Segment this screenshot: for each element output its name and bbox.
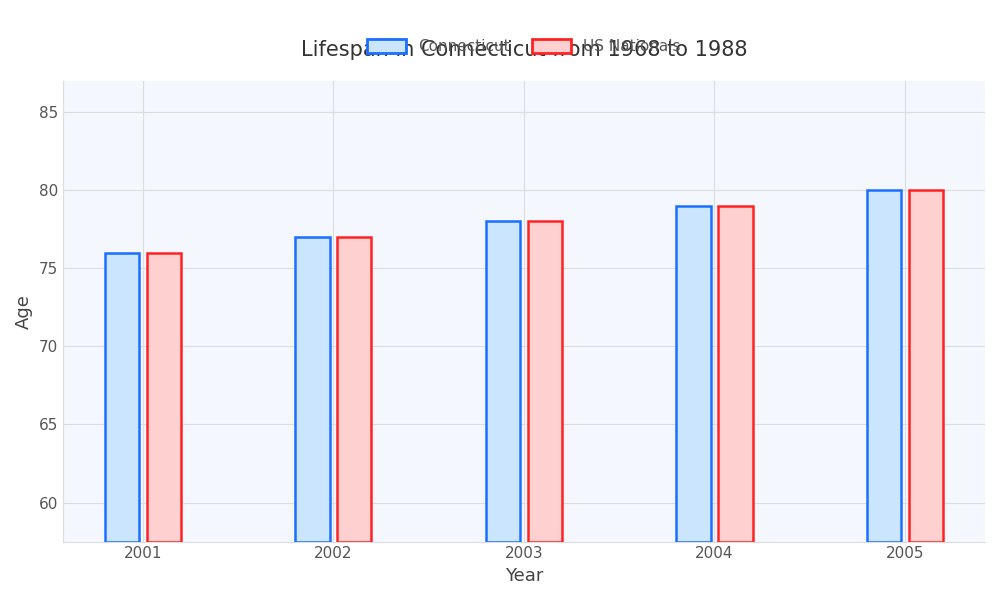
Title: Lifespan in Connecticut from 1968 to 1988: Lifespan in Connecticut from 1968 to 198… [301, 40, 747, 60]
Y-axis label: Age: Age [15, 294, 33, 329]
Bar [528, 221, 562, 542]
Legend: Connecticut, US Nationals: Connecticut, US Nationals [361, 33, 686, 61]
Bar [147, 253, 181, 542]
Bar [295, 237, 330, 542]
Bar [105, 253, 139, 542]
Bar [676, 206, 711, 542]
Bar [909, 190, 943, 542]
X-axis label: Year: Year [505, 567, 543, 585]
Bar [486, 221, 520, 542]
Bar [337, 237, 371, 542]
Bar [867, 190, 901, 542]
Bar [718, 206, 753, 542]
